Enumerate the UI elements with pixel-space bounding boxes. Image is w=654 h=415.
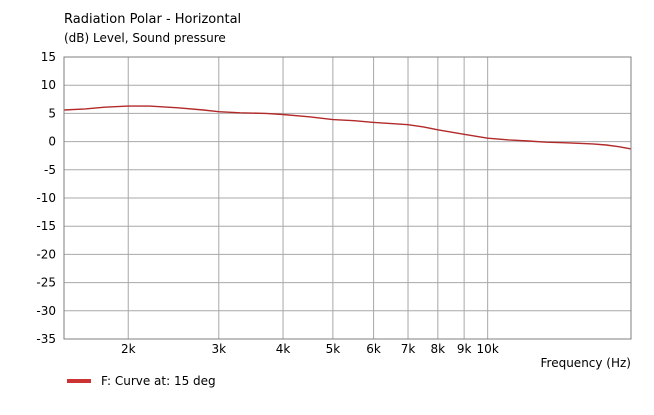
- x-tick-label: 10k: [477, 342, 499, 356]
- x-axis-title: Frequency (Hz): [541, 356, 632, 370]
- y-tick-labels: 15 10 5 0 -5 -10 -15 -20 -25 -30 -35: [36, 50, 56, 346]
- x-tick-label: 8k: [431, 342, 446, 356]
- x-tick-label: 2k: [121, 342, 136, 356]
- x-tick-label: 4k: [276, 342, 291, 356]
- x-tick-label: 7k: [401, 342, 416, 356]
- y-tick-label: -30: [36, 304, 56, 318]
- x-tick-label: 9k: [457, 342, 472, 356]
- plot-frame: [63, 56, 632, 340]
- y-tick-label: 5: [48, 106, 56, 120]
- series-line: [63, 105, 632, 150]
- y-tick-label: -10: [36, 191, 56, 205]
- y-tick-label: 15: [41, 50, 56, 64]
- grid: [64, 56, 631, 340]
- y-tick-label: -20: [36, 247, 56, 261]
- y-tick-label: -5: [44, 163, 56, 177]
- x-tick-label: 3k: [211, 342, 226, 356]
- x-tick-label: 6k: [366, 342, 381, 356]
- y-tick-label: -25: [36, 276, 56, 290]
- legend-swatch: [67, 379, 91, 383]
- legend: F: Curve at: 15 deg: [67, 374, 216, 388]
- y-tick-label: -35: [36, 332, 56, 346]
- legend-label: F: Curve at: 15 deg: [101, 374, 216, 388]
- y-tick-label: -15: [36, 219, 56, 233]
- series-layer: [63, 105, 632, 150]
- x-tick-label: 5k: [326, 342, 341, 356]
- y-tick-label: 10: [41, 78, 56, 92]
- chart-subtitle: (dB) Level, Sound pressure: [64, 31, 226, 45]
- chart-title: Radiation Polar - Horizontal: [64, 12, 242, 27]
- x-tick-labels: 2k 3k 4k 5k 6k 7k 8k 9k 10k: [121, 342, 499, 356]
- y-tick-label: 0: [48, 135, 56, 149]
